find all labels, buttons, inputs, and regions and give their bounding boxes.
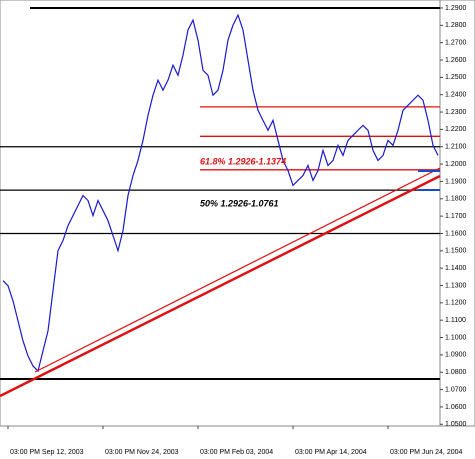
y-tick-label: 1.2500 — [445, 74, 467, 81]
y-tick-label: 1.0800 — [445, 369, 467, 376]
y-tick-label: 1.1100 — [445, 317, 466, 324]
y-tick-label: 1.2300 — [445, 109, 467, 116]
y-tick-label: 1.0600 — [445, 404, 467, 411]
y-tick-label: 1.2000 — [445, 161, 467, 168]
annotation: 50% 1.2926-1.0761 — [200, 198, 279, 208]
y-tick-label: 1.1400 — [445, 265, 467, 272]
price-line — [2, 13, 439, 373]
y-tick-label: 1.1900 — [445, 178, 467, 185]
y-tick-label: 1.0900 — [445, 352, 467, 359]
y-tick-label: 1.1000 — [445, 334, 467, 341]
y-tick-label: 1.2800 — [445, 22, 467, 29]
y-tick-label: 1.0700 — [445, 386, 467, 393]
y-tick-label: 1.2200 — [445, 126, 467, 133]
x-tick-label: 03:00 PM Feb 03, 2004 — [200, 449, 273, 456]
x-tick-label: 03:00 PM Apr 14, 2004 — [295, 449, 367, 456]
y-tick-label: 1.1700 — [445, 213, 467, 220]
x-tick-label: 03:00 PM Sep 12, 2003 — [10, 449, 84, 456]
y-tick-label: 1.2700 — [445, 40, 467, 47]
y-tick-label: 1.2900 — [445, 5, 467, 12]
y-tick-label: 1.1600 — [445, 230, 467, 237]
x-tick-label: 03:00 PM Nov 24, 2003 — [105, 449, 179, 456]
y-tick-label: 1.0500 — [445, 421, 467, 428]
y-tick-label: 1.2400 — [445, 92, 467, 99]
y-tick-label: 1.1500 — [445, 248, 467, 255]
annotation: 61.8% 1.2926-1.1374 — [200, 156, 286, 166]
y-tick-label: 1.1300 — [445, 282, 467, 289]
y-tick-label: 1.2100 — [445, 144, 467, 151]
trend-line — [34, 167, 441, 373]
x-tick-label: 03:00 PM Jun 24, 2004 — [390, 449, 462, 456]
y-tick-label: 1.1200 — [445, 300, 467, 307]
y-tick-label: 1.1800 — [445, 196, 467, 203]
y-tick-label: 1.2600 — [445, 57, 467, 64]
price-axis — [439, 0, 475, 427]
trend-line — [0, 174, 441, 398]
